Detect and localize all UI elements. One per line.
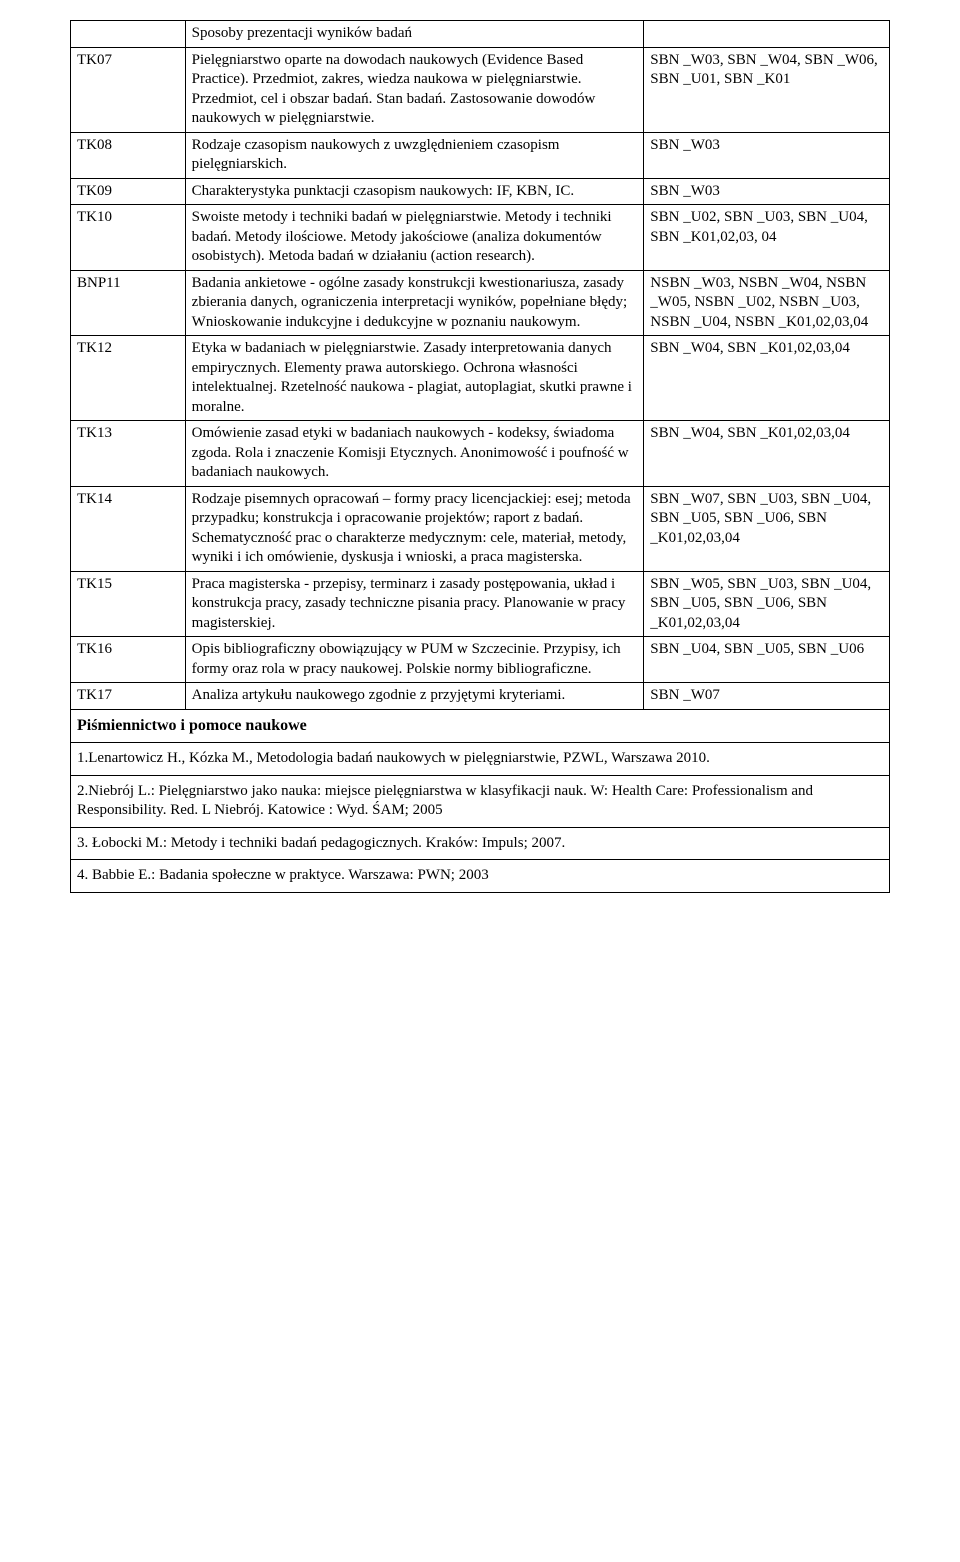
- table-row: TK07Pielęgniarstwo oparte na dowodach na…: [71, 47, 890, 132]
- table-row: TK08Rodzaje czasopism naukowych z uwzglę…: [71, 132, 890, 178]
- document-page: Sposoby prezentacji wyników badańTK07Pie…: [0, 0, 960, 953]
- table-cell: SBN _W03: [644, 132, 890, 178]
- table-row: BNP11Badania ankietowe - ogólne zasady k…: [71, 270, 890, 336]
- table-row: TK15Praca magisterska - przepisy, termin…: [71, 571, 890, 637]
- table-cell: Pielęgniarstwo oparte na dowodach naukow…: [185, 47, 644, 132]
- reference-row: 3. Łobocki M.: Metody i techniki badań p…: [71, 827, 890, 860]
- table-row: TK09Charakterystyka punktacji czasopism …: [71, 178, 890, 205]
- section-header-row: Piśmiennictwo i pomoce naukowe: [71, 709, 890, 743]
- table-row: Sposoby prezentacji wyników badań: [71, 21, 890, 48]
- table-row: TK10Swoiste metody i techniki badań w pi…: [71, 205, 890, 271]
- table-cell: [644, 21, 890, 48]
- table-cell: SBN _W07, SBN _U03, SBN _U04, SBN _U05, …: [644, 486, 890, 571]
- table-cell: Analiza artykułu naukowego zgodnie z prz…: [185, 683, 644, 710]
- table-cell: Badania ankietowe - ogólne zasady konstr…: [185, 270, 644, 336]
- table-cell: TK14: [71, 486, 186, 571]
- table-cell: SBN _W05, SBN _U03, SBN _U04, SBN _U05, …: [644, 571, 890, 637]
- content-table: Sposoby prezentacji wyników badańTK07Pie…: [70, 20, 890, 893]
- table-cell: TK07: [71, 47, 186, 132]
- table-cell: Charakterystyka punktacji czasopism nauk…: [185, 178, 644, 205]
- table-cell: NSBN _W03, NSBN _W04, NSBN _W05, NSBN _U…: [644, 270, 890, 336]
- table-cell: TK10: [71, 205, 186, 271]
- table-cell: SBN _W03, SBN _W04, SBN _W06, SBN _U01, …: [644, 47, 890, 132]
- table-cell: Rodzaje pisemnych opracowań – formy prac…: [185, 486, 644, 571]
- table-cell: 3. Łobocki M.: Metody i techniki badań p…: [71, 827, 890, 860]
- table-cell: SBN _W07: [644, 683, 890, 710]
- reference-row: 2.Niebrój L.: Pielęgniarstwo jako nauka:…: [71, 775, 890, 827]
- reference-row: 4. Babbie E.: Badania społeczne w prakty…: [71, 860, 890, 893]
- table-cell: TK08: [71, 132, 186, 178]
- table-row: TK16Opis bibliograficzny obowiązujący w …: [71, 637, 890, 683]
- table-cell: SBN _W04, SBN _K01,02,03,04: [644, 421, 890, 487]
- table-cell: SBN _U02, SBN _U03, SBN _U04, SBN _K01,0…: [644, 205, 890, 271]
- table-cell: Sposoby prezentacji wyników badań: [185, 21, 644, 48]
- table-cell: TK16: [71, 637, 186, 683]
- table-cell: 4. Babbie E.: Badania społeczne w prakty…: [71, 860, 890, 893]
- table-cell: SBN _U04, SBN _U05, SBN _U06: [644, 637, 890, 683]
- table-cell: TK15: [71, 571, 186, 637]
- table-cell: Etyka w badaniach w pielęgniarstwie. Zas…: [185, 336, 644, 421]
- table-cell: Swoiste metody i techniki badań w pielęg…: [185, 205, 644, 271]
- table-cell: TK09: [71, 178, 186, 205]
- table-cell: Rodzaje czasopism naukowych z uwzględnie…: [185, 132, 644, 178]
- table-cell: 1.Lenartowicz H., Kózka M., Metodologia …: [71, 743, 890, 776]
- table-cell: Praca magisterska - przepisy, terminarz …: [185, 571, 644, 637]
- table-row: TK13Omówienie zasad etyki w badaniach na…: [71, 421, 890, 487]
- table-row: TK14Rodzaje pisemnych opracowań – formy …: [71, 486, 890, 571]
- table-cell: Omówienie zasad etyki w badaniach naukow…: [185, 421, 644, 487]
- table-cell: TK13: [71, 421, 186, 487]
- table-cell: Piśmiennictwo i pomoce naukowe: [71, 709, 890, 743]
- table-cell: SBN _W03: [644, 178, 890, 205]
- table-cell: BNP11: [71, 270, 186, 336]
- table-cell: 2.Niebrój L.: Pielęgniarstwo jako nauka:…: [71, 775, 890, 827]
- reference-row: 1.Lenartowicz H., Kózka M., Metodologia …: [71, 743, 890, 776]
- table-row: TK12Etyka w badaniach w pielęgniarstwie.…: [71, 336, 890, 421]
- table-cell: TK17: [71, 683, 186, 710]
- table-cell: TK12: [71, 336, 186, 421]
- table-cell: Opis bibliograficzny obowiązujący w PUM …: [185, 637, 644, 683]
- table-row: TK17Analiza artykułu naukowego zgodnie z…: [71, 683, 890, 710]
- table-cell: [71, 21, 186, 48]
- table-cell: SBN _W04, SBN _K01,02,03,04: [644, 336, 890, 421]
